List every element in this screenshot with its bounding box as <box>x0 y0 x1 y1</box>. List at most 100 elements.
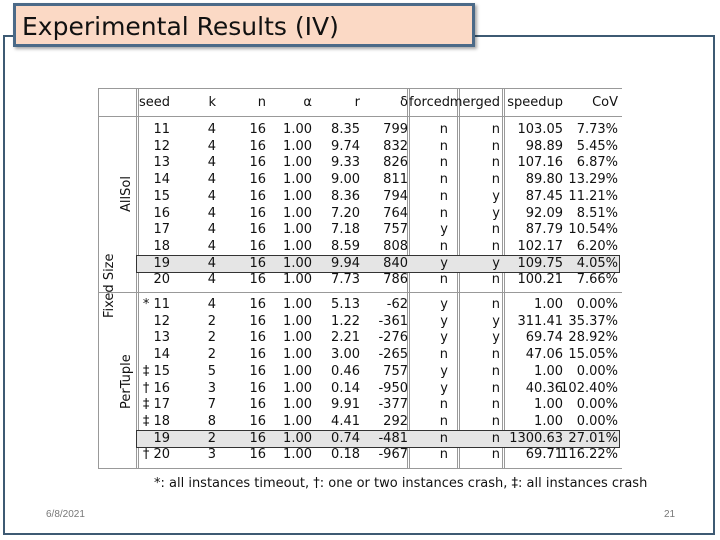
table-cell: 14 <box>153 172 170 188</box>
table-cell: n <box>439 430 448 446</box>
table-bottom-rule <box>98 468 622 469</box>
table-cell: 4 <box>207 172 216 188</box>
table-cell: 16 <box>249 447 266 463</box>
table-cell: 103.05 <box>517 122 564 137</box>
table-cell: 832 <box>383 138 408 154</box>
table-cell: 4 <box>207 297 216 312</box>
table-cell: 4.41 <box>331 413 360 429</box>
table-cell: n <box>491 172 500 188</box>
table-cell: y <box>440 363 448 379</box>
table-cell: 69.71 <box>525 447 563 463</box>
table-cell: † 16 <box>142 380 170 396</box>
table-cell: 87.79 <box>525 222 563 238</box>
table-cell: 0.14 <box>331 380 360 396</box>
table-cell: n <box>439 397 448 413</box>
table-cell: 9.91 <box>331 397 360 413</box>
group-label-pertuple: PerTuple <box>119 354 134 409</box>
table-cell: n <box>439 122 448 137</box>
table-cell: 12 <box>153 313 170 329</box>
column-header-0: seed <box>138 95 170 110</box>
table-cell: 12 <box>153 138 170 154</box>
table-cell: n <box>491 238 500 254</box>
table-cell: 6.87% <box>576 155 618 171</box>
column-header-2: n <box>257 95 266 110</box>
table-cell: n <box>439 172 448 188</box>
table-cell: 8.51% <box>576 205 618 221</box>
table-cell: n <box>439 347 448 363</box>
table-cell: 1.00 <box>283 255 312 271</box>
table-cell: 13 <box>153 330 170 346</box>
table-cell: 16 <box>249 363 266 379</box>
table-cell: 16 <box>249 222 266 238</box>
table-cell: † 20 <box>142 447 170 463</box>
table-cell: 35.37% <box>568 313 618 329</box>
table-cell: 19 <box>153 255 170 271</box>
table-cell: 16 <box>249 255 266 271</box>
table-cell: 8.35 <box>331 122 360 137</box>
table-cell: 11.21% <box>568 188 618 204</box>
table-cell: n <box>491 430 500 446</box>
table-cell: n <box>491 122 500 137</box>
group-label-allsol: AllSol <box>119 176 134 212</box>
table-cell: n <box>491 380 500 396</box>
table-vertical-rule <box>459 88 460 468</box>
table-cell: 0.74 <box>331 430 360 446</box>
table-cell: 7.18 <box>331 222 360 238</box>
table-cell: 8.59 <box>331 238 360 254</box>
table-cell: 1.00 <box>283 205 312 221</box>
table-cell: 1.00 <box>283 188 312 204</box>
table-cell: 4 <box>207 272 216 288</box>
table-cell: n <box>491 397 500 413</box>
table-cell: 3 <box>207 447 216 463</box>
table-cell: 4.05% <box>576 255 618 271</box>
table-cell: 69.74 <box>525 330 563 346</box>
table-cell: 16 <box>249 188 266 204</box>
table-cell: 13 <box>153 155 170 171</box>
table-cell: 7.73% <box>576 122 618 137</box>
table-cell: 40.36 <box>525 380 563 396</box>
table-vertical-rule <box>98 88 99 468</box>
table-cell: n <box>491 363 500 379</box>
table-cell: 1.00 <box>283 122 312 137</box>
table-cell: y <box>492 205 500 221</box>
table-cell: y <box>440 297 448 312</box>
table-cell: 1.00 <box>283 413 312 429</box>
table-cell: n <box>491 222 500 238</box>
table-cell: 4 <box>207 138 216 154</box>
table-cell: 1.00 <box>534 363 563 379</box>
table-cell: 16 <box>249 330 266 346</box>
table-cell: 92.09 <box>525 205 563 221</box>
table-cell: 14 <box>153 347 170 363</box>
table-cell: 811 <box>383 172 408 188</box>
table-cell: 18 <box>153 238 170 254</box>
table-cell: 764 <box>383 205 408 221</box>
column-header-5: δ <box>400 95 408 110</box>
table-cell: 4 <box>207 222 216 238</box>
table-cell: 116.22% <box>560 447 618 463</box>
table-cell: 6.20% <box>576 238 618 254</box>
table-cell: 15.05% <box>568 347 618 363</box>
table-cell: 1.00 <box>283 313 312 329</box>
table-top-rule <box>98 88 622 89</box>
highlighted-row <box>136 429 620 449</box>
table-cell: n <box>491 413 500 429</box>
column-header-3: α <box>303 95 312 110</box>
table-cell: y <box>440 222 448 238</box>
table-vertical-rule <box>502 88 503 468</box>
table-cell: 1.00 <box>283 363 312 379</box>
table-cell: 292 <box>383 413 408 429</box>
table-cell: 4 <box>207 255 216 271</box>
table-cell: y <box>492 188 500 204</box>
table-cell: ‡ 18 <box>142 413 170 429</box>
table-cell: 1.00 <box>283 297 312 312</box>
table-cell: 10.54% <box>568 222 618 238</box>
table-cell: 100.21 <box>517 272 564 288</box>
group-separator-rule <box>98 292 622 293</box>
table-cell: -967 <box>378 447 408 463</box>
table-cell: 16 <box>249 172 266 188</box>
column-header-4: r <box>354 95 360 110</box>
column-header-6: forced <box>409 95 450 110</box>
table-cell: 16 <box>249 272 266 288</box>
table-cell: 16 <box>249 380 266 396</box>
table-cell: n <box>491 447 500 463</box>
